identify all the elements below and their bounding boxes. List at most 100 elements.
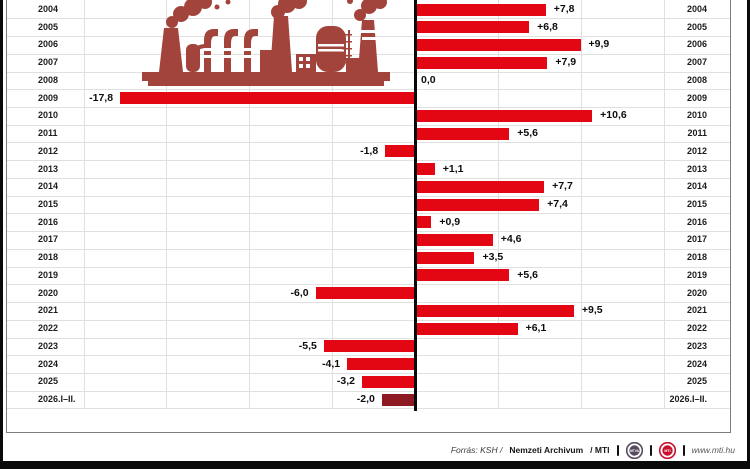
- bar: [416, 127, 510, 140]
- row-separator: [7, 213, 730, 215]
- row-separator: [7, 107, 730, 108]
- bar: [416, 198, 540, 211]
- year-label-left: 2005: [38, 21, 59, 32]
- row-separator: [7, 142, 730, 144]
- year-label-right: 2015: [686, 199, 707, 210]
- row-separator: [7, 89, 730, 91]
- row-separator: [7, 195, 730, 197]
- year-label-right: 2006: [686, 39, 707, 50]
- bar-value-label: +7,7: [552, 180, 573, 193]
- source-archive-text: Nemzeti Archivum: [509, 445, 584, 455]
- chart-frame-left: [6, 0, 7, 433]
- year-label-left: 2018: [38, 252, 59, 263]
- row-separator: [7, 177, 730, 179]
- row-separator: [7, 319, 730, 321]
- gridline-vertical: [332, 0, 334, 409]
- bar-value-label: -1,8: [360, 144, 379, 157]
- year-label-left: 2012: [38, 145, 59, 156]
- year-label-left: 2021: [38, 305, 59, 316]
- gridline-vertical: [166, 0, 168, 409]
- bar-value-label: +3,5: [482, 251, 504, 264]
- year-label-left: 2015: [38, 199, 59, 210]
- year-label-left: 2022: [38, 323, 59, 334]
- row-separator: [7, 372, 730, 374]
- footer-source-bar: Forrás: KSH / Nemzeti Archivum / MTI MTV…: [0, 441, 735, 459]
- gridline-vertical: [663, 0, 665, 409]
- bar: [385, 145, 415, 158]
- year-label-right: 2019: [686, 269, 707, 280]
- bar: [347, 358, 415, 371]
- year-label-right: 2025: [686, 376, 707, 387]
- bar-value-label: +6,8: [537, 20, 558, 33]
- chart-frame-right: [730, 0, 731, 433]
- bar-value-label: -4,1: [321, 357, 341, 370]
- year-label-right: 2021: [686, 305, 707, 316]
- bar-value-label: +5,6: [517, 268, 539, 281]
- gridline-vertical: [580, 0, 582, 409]
- row-separator: [7, 390, 730, 392]
- row-separator: [7, 231, 730, 233]
- bar-value-label: -5,5: [298, 339, 317, 352]
- separator-bar: [649, 444, 652, 456]
- row-separator: [7, 124, 730, 126]
- bar-value-label: -6,0: [290, 286, 309, 299]
- year-label-left: 2016: [38, 216, 59, 227]
- bar: [416, 233, 493, 246]
- row-separator: [7, 284, 730, 286]
- year-label-left: 2026.I–II.: [38, 394, 76, 405]
- year-label-left: 2006: [38, 39, 59, 50]
- bar-value-label: +4,6: [500, 233, 522, 246]
- separator-bar: [682, 444, 685, 456]
- bar-value-label: -2,0: [356, 393, 375, 406]
- image-border-left: [0, 0, 3, 469]
- year-label-left: 2017: [38, 234, 59, 245]
- year-label-right: 2014: [686, 181, 707, 192]
- source-prefix-text: Forrás: KSH /: [450, 445, 503, 455]
- row-separator: [7, 266, 730, 268]
- year-label-right: 2013: [686, 163, 707, 174]
- year-label-right: 2024: [686, 358, 707, 369]
- bar-value-label: 0,0: [421, 73, 436, 86]
- year-label-left: 2008: [38, 74, 59, 85]
- row-separator: [7, 408, 730, 410]
- bar-value-label: +7,8: [553, 3, 575, 15]
- row-separator: [7, 355, 730, 357]
- year-label-right: 2012: [686, 145, 707, 156]
- bar-value-label: +9,5: [581, 304, 603, 317]
- bar-value-label: +1,1: [442, 162, 464, 175]
- svg-text:MTVA: MTVA: [630, 448, 639, 452]
- chart-frame-bottom: [6, 432, 731, 433]
- bar-value-label: -17,8: [89, 91, 114, 104]
- bar: [416, 3, 546, 16]
- bar: [416, 21, 530, 34]
- year-label-left: 2023: [38, 340, 59, 351]
- gridline-vertical: [83, 0, 85, 409]
- year-label-left: 2024: [38, 358, 59, 369]
- bar: [323, 340, 415, 353]
- bar-value-label: +7,9: [555, 56, 577, 69]
- bar: [416, 251, 475, 264]
- bar-value-label: -3,2: [336, 375, 355, 388]
- row-separator: [7, 248, 730, 250]
- year-label-left: 2019: [38, 269, 59, 280]
- year-label-left: 2020: [38, 287, 59, 298]
- year-label-right: 2017: [686, 234, 707, 245]
- bar: [416, 269, 510, 282]
- row-separator: [7, 18, 730, 20]
- year-label-right: 2010: [686, 110, 707, 121]
- bar-value-label: +7,4: [547, 198, 568, 211]
- year-label-right: 2008: [686, 74, 707, 85]
- year-label-right: 2026.I–II.: [669, 394, 707, 405]
- year-label-right: 2018: [686, 252, 707, 263]
- year-label-left: 2007: [38, 57, 59, 68]
- row-separator: [7, 337, 730, 339]
- year-label-left: 2004: [38, 4, 59, 14]
- mtva-logo-icon: MTVA: [625, 441, 643, 459]
- gridline-vertical: [249, 0, 251, 409]
- bar-value-label: +5,6: [517, 127, 539, 140]
- year-label-right: 2022: [686, 323, 707, 334]
- year-label-right: 2016: [686, 216, 707, 227]
- year-label-left: 2025: [38, 376, 59, 387]
- year-label-right: 2005: [686, 21, 707, 32]
